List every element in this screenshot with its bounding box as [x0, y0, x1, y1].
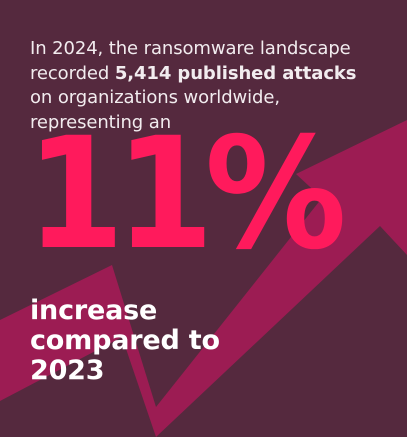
- increase-percentage: 11%: [26, 105, 347, 284]
- arrow-shape: [0, 120, 407, 437]
- intro-line-3: on organizations worldwide,: [30, 87, 280, 108]
- caption-line-2: compared to: [30, 325, 220, 356]
- intro-line-2-prefix: recorded: [30, 62, 115, 84]
- caption-line-3: 2023: [30, 355, 105, 386]
- intro-text: In 2024, the ransomware landscape record…: [30, 37, 380, 135]
- published-attacks-highlight: 5,414 published attacks: [114, 62, 357, 84]
- increase-caption: increase compared to 2023: [30, 296, 290, 386]
- caption-line-1: increase: [30, 295, 158, 326]
- intro-line-4: representing an: [30, 111, 171, 133]
- intro-line-1: In 2024, the ransomware landscape: [30, 38, 351, 59]
